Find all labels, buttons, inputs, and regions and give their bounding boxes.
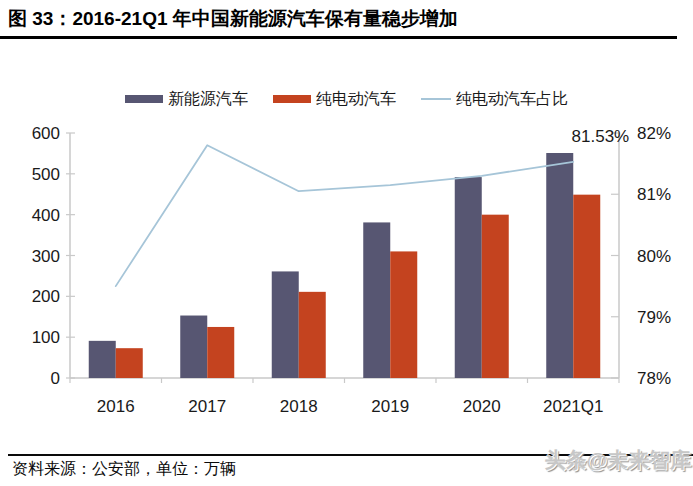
bar-bev-2020 [482, 215, 509, 378]
right-axis-tick-label: 78% [637, 369, 671, 388]
left-axis-tick-label: 600 [32, 124, 60, 143]
right-axis-tick-label: 82% [637, 124, 671, 143]
bar-bev-2018 [299, 292, 326, 378]
bar-nev-2016 [89, 341, 116, 378]
bar-line-dual-axis-chart: 0 100 200 300 400 500 600 78% 79% 80% 81% 82% 2016 20… [0, 0, 693, 486]
share-annotation-label: 81.53% [572, 127, 630, 146]
bar-nev-2019 [363, 222, 390, 378]
source-note: 资料来源：公安部，单位：万辆 [12, 459, 236, 480]
right-axis-tick-label: 79% [637, 308, 671, 327]
bar-bev-2016 [116, 348, 143, 378]
bar-nev-2018 [272, 271, 299, 378]
x-category-label: 2017 [188, 397, 226, 416]
left-axis-tick-label: 500 [32, 165, 60, 184]
figure-33-panel: 图 33：2016-21Q1 年中国新能源汽车保有量稳步增加 新能源汽车 纯电动… [0, 0, 693, 486]
bar-bev-2017 [207, 327, 234, 378]
left-axis-tick-label: 200 [32, 287, 60, 306]
bar-nev-2020 [455, 177, 482, 378]
bar-nev-2017 [180, 316, 207, 378]
bar-nev-2021Q1 [546, 153, 573, 378]
left-axis-tick-label: 0 [51, 369, 60, 388]
watermark: 头条@未来智库 [545, 446, 691, 474]
left-axis-tick-label: 300 [32, 247, 60, 266]
right-axis-tick-label: 81% [637, 185, 671, 204]
x-category-label: 2018 [280, 397, 318, 416]
bar-bev-2019 [390, 251, 417, 378]
x-category-label: 2020 [463, 397, 501, 416]
x-category-label: 2016 [97, 397, 135, 416]
x-category-label: 2019 [371, 397, 409, 416]
x-category-label: 2021Q1 [543, 397, 604, 416]
bar-bev-2021Q1 [573, 195, 600, 378]
left-axis-tick-label: 100 [32, 328, 60, 347]
left-axis-tick-label: 400 [32, 206, 60, 225]
right-axis-tick-label: 80% [637, 247, 671, 266]
